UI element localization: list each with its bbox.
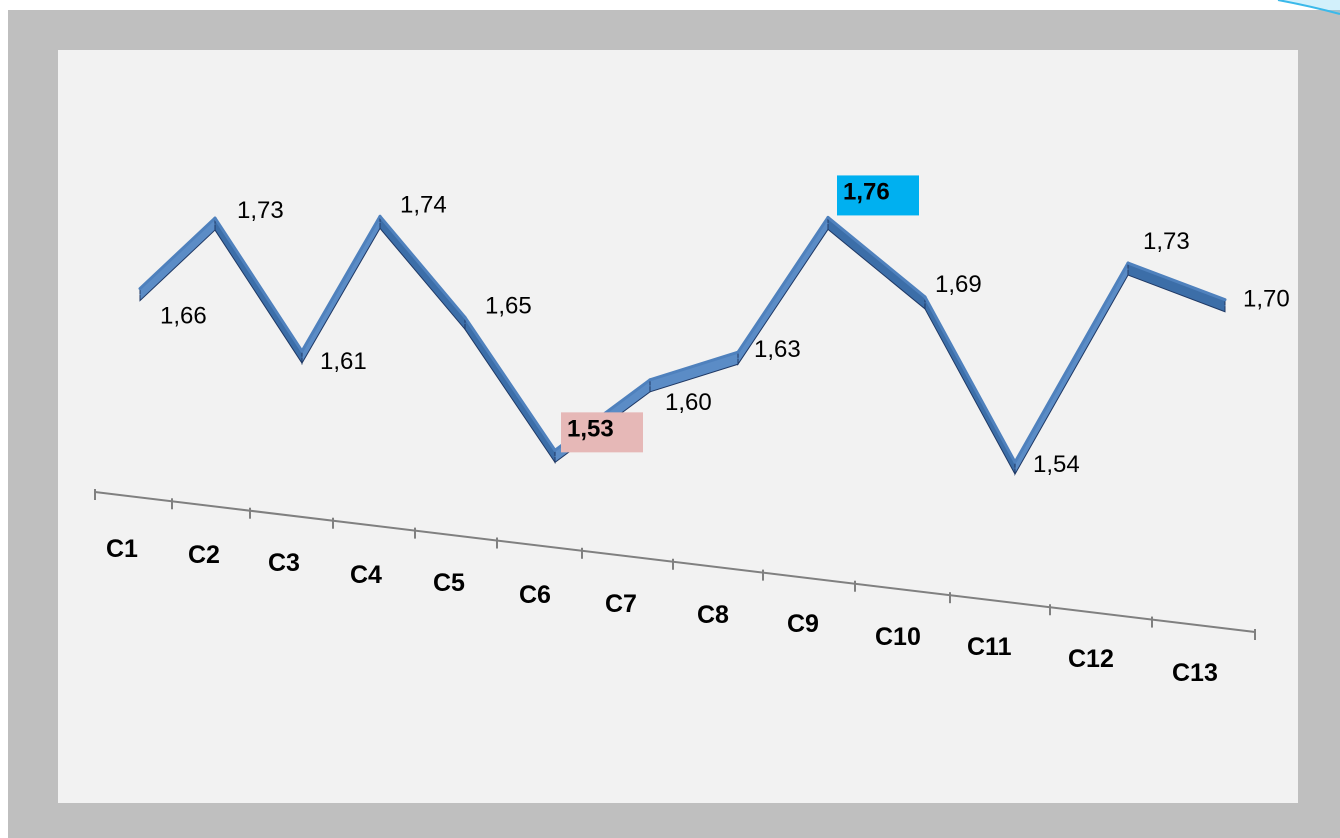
data-label: 1,69: [935, 271, 982, 298]
series-line-segment: [378, 214, 467, 319]
max-highlight-box: [837, 175, 919, 216]
series-line-segment: [138, 216, 217, 291]
data-label: 1,60: [665, 389, 712, 416]
category-label: C9: [787, 610, 819, 638]
data-point: [924, 302, 926, 304]
category-label: C8: [697, 601, 729, 629]
category-label: C6: [519, 581, 551, 609]
data-point: [379, 221, 381, 223]
data-point: [301, 356, 303, 358]
category-label: C1: [106, 535, 138, 563]
data-point: [649, 385, 651, 387]
category-label: C13: [1172, 659, 1218, 687]
category-label: C11: [967, 633, 1012, 661]
data-label: 1,74: [400, 191, 447, 218]
category-label: C4: [350, 561, 382, 589]
data-point: [464, 322, 466, 324]
category-label: C5: [433, 569, 465, 597]
data-label: 1,70: [1243, 286, 1290, 313]
data-label: 1,66: [160, 303, 207, 330]
data-label: 1,65: [485, 292, 532, 319]
data-label: 1,73: [1143, 228, 1190, 255]
series-line: [138, 214, 1227, 477]
plot-area: [58, 50, 1298, 803]
category-label: C12: [1068, 645, 1114, 673]
category-label: C10: [875, 623, 921, 651]
data-label: 1,53: [567, 415, 614, 442]
category-label: C3: [268, 549, 300, 577]
x-axis: [94, 489, 1256, 640]
data-point: [1127, 268, 1129, 270]
series-line-segment: [648, 350, 740, 382]
data-point: [827, 222, 829, 224]
data-point: [214, 223, 216, 225]
data-label: 1,54: [1033, 451, 1080, 478]
series-line-segment: [1013, 261, 1130, 464]
series-line-segment: [736, 215, 830, 354]
category-labels: C1 C2 C3 C4 C5 C6 C7 C8 C9 C10 C11 C12 C13: [106, 535, 1218, 687]
data-label: 1,76: [843, 178, 890, 205]
data-point: [1224, 305, 1226, 307]
series-line-segment: [923, 295, 1017, 464]
min-highlight-box: [561, 412, 643, 453]
series-line-segment: [1126, 261, 1227, 302]
data-label: 1,61: [320, 348, 367, 375]
data-point: [139, 294, 141, 296]
series-line-segment: [463, 315, 557, 452]
data-point: [554, 455, 556, 457]
series-line-segment: [826, 215, 927, 299]
data-label: 1,73: [237, 197, 284, 224]
x-axis-line: [94, 491, 1256, 633]
series-line-segment: [300, 214, 382, 353]
series-line-segment: [213, 216, 304, 353]
category-label: C2: [188, 541, 220, 569]
data-labels: 1,66 1,73 1,61 1,74 1,65 1,53 1,60 1,63 1,76 1,69…: [160, 175, 1290, 478]
data-point: [737, 357, 739, 359]
data-label: 1,63: [754, 336, 801, 363]
data-point: [1014, 467, 1016, 469]
category-label: C7: [605, 590, 637, 618]
